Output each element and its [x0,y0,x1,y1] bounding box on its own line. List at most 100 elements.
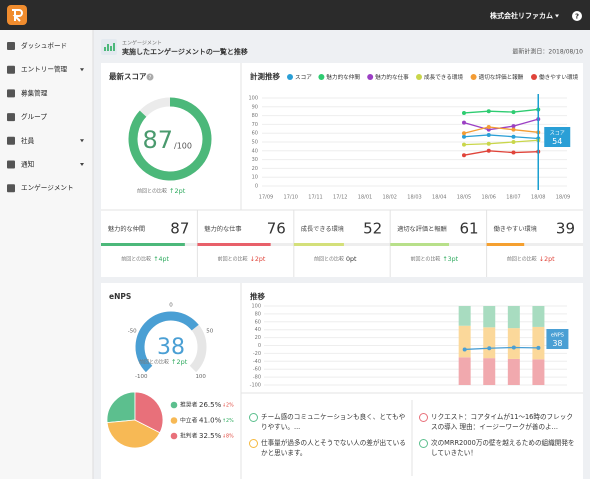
menu-icon [7,136,15,145]
y-tick-label: -80 [253,375,261,381]
menu-caret [80,163,84,166]
subscore-value: 87 [170,220,189,238]
compare-value: ↑2pt [171,358,188,366]
stack-segment [458,306,471,326]
y-tick-label: 20 [255,335,261,341]
stack-segment [483,327,496,359]
menu-icon [7,113,15,122]
x-tick-label: 18/02 [383,195,397,201]
y-tick-label: 100 [248,96,258,102]
menu-item[interactable]: 募集管理 [21,88,48,97]
y-tick-label: 60 [255,319,261,325]
series-point [462,134,466,139]
series-point [511,150,516,155]
series-point [462,142,466,147]
x-tick-label: 17/09 [259,195,273,201]
compare-value: ↓2pt [250,256,266,263]
tooltip-value: 54 [552,137,562,146]
subscore-name: 適切な評価と報酬 [397,225,447,233]
page-icon-bars [104,43,115,51]
legend-label: 批判者 [180,432,198,440]
subscore-bar [390,243,450,246]
legend-label: 魅力的な仲間 [326,73,360,81]
series-point [462,120,466,125]
series-point [486,109,491,114]
legend-swatch [531,74,537,80]
page-title: 実施したエンゲージメントの一覧と推移 [122,47,248,56]
menu-item[interactable]: エンゲージメント [21,183,74,192]
compare-value: ↓2pt [539,256,555,263]
y-tick-label: 60 [252,131,258,137]
pie-value-label: 26.5% [199,401,222,409]
stack-segment [458,325,471,358]
y-tick-label: -60 [253,367,261,373]
help-button[interactable] [572,11,582,21]
subscore-bar [293,243,344,246]
stack-segment [458,357,471,385]
y-tick-label: 100 [251,304,261,310]
series-line [463,108,539,114]
legend-swatch [416,74,422,80]
series-point [486,125,491,130]
x-tick-label: 18/09 [556,195,570,201]
compare-value: ↑3pt [442,256,458,263]
help-icon: ? [575,13,579,21]
series-point [486,141,491,146]
pie-slice [134,391,164,434]
y-tick-label: 40 [252,148,258,154]
compare-label: 前回との比較 [137,188,167,195]
menu-item[interactable]: 通知 [21,160,34,169]
stack-segment [507,328,520,359]
gauge-tick-label: -100 [135,374,148,380]
company-name[interactable]: 株式会社リファカム [490,11,553,20]
comment-text: 仕事量が過多の人とそうでない人の差が出ているかと思います。 [261,439,406,457]
menu-item[interactable]: エントリー管理 [21,65,68,74]
score-value: 87 [142,126,173,154]
y-tick-label: 0 [258,343,261,349]
y-tick-label: -100 [250,383,261,389]
legend-swatch [170,417,178,424]
menu-item[interactable]: グループ [21,112,47,121]
legend-swatch [470,74,477,80]
compare-label: 前回との比較 [121,256,151,263]
legend-label: 推奨者 [180,401,198,409]
subscore-name: 魅力的な仲間 [108,225,145,233]
menu-icon [7,65,15,74]
enps-point [511,345,516,350]
card-title: 最新スコア [109,71,147,81]
stack-segment [532,326,545,360]
menu-item[interactable]: ダッシュボード [21,41,67,50]
compare-label: 前回との比較 [410,256,440,263]
y-tick-label: 0 [255,184,258,190]
x-tick-label: 18/04 [432,195,446,201]
enps-value: 38 [157,335,185,360]
menu-item[interactable]: 社員 [21,136,35,145]
sentiment-icon [419,413,428,422]
compare-label: 前回との比較 [139,359,169,366]
legend-label: スコア [295,74,312,81]
comment-text: リクエスト：コアタイムが11〜16時のフレックスの導入 理由：イージーワークが善… [431,413,573,431]
legend-swatch [170,401,178,409]
menu-icon [7,42,15,50]
legend-swatch [318,74,325,80]
stack-segment [532,359,545,385]
stack-segment [483,306,496,328]
help-icon-text: ? [149,75,152,81]
series-point [511,134,516,139]
series-point [486,148,491,153]
y-tick-label: -20 [253,351,261,357]
subscore-value: 52 [363,220,382,238]
help-icon [146,73,154,81]
pie-change: ↓8% [222,434,234,440]
comment: 仕事量が過多の人とそうでない人の差が出ているかと思います。 [249,438,407,458]
legend-swatch [287,74,293,80]
series-line [463,134,539,140]
y-tick-label: 20 [252,166,258,172]
y-tick-label: 80 [252,113,258,119]
stack-segment [507,358,520,385]
x-tick-label: 17/10 [284,195,298,201]
y-tick-label: 10 [252,175,258,181]
series-point [462,110,466,115]
y-tick-label: 30 [252,157,258,163]
pie-slice [106,391,136,424]
